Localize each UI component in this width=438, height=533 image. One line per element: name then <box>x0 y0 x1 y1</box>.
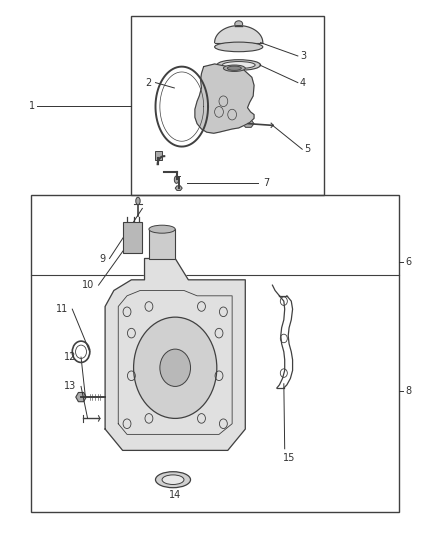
Ellipse shape <box>162 475 184 484</box>
Ellipse shape <box>223 65 245 71</box>
Text: 15: 15 <box>283 453 295 463</box>
Ellipse shape <box>136 197 140 205</box>
Ellipse shape <box>235 21 243 27</box>
Ellipse shape <box>215 42 263 52</box>
Ellipse shape <box>155 472 191 488</box>
Ellipse shape <box>217 60 261 70</box>
Polygon shape <box>105 259 245 450</box>
Bar <box>123 222 142 253</box>
Bar <box>149 229 175 259</box>
Text: 12: 12 <box>64 352 77 362</box>
Polygon shape <box>175 186 182 190</box>
Text: 13: 13 <box>64 382 77 391</box>
Text: 3: 3 <box>300 51 306 61</box>
Ellipse shape <box>222 62 255 68</box>
Text: 1: 1 <box>29 101 35 110</box>
Text: 5: 5 <box>304 144 311 154</box>
Polygon shape <box>215 26 263 43</box>
Text: 9: 9 <box>99 254 105 263</box>
Ellipse shape <box>174 176 179 183</box>
Text: 7: 7 <box>263 178 269 188</box>
Ellipse shape <box>149 225 175 233</box>
Text: 11: 11 <box>56 304 68 314</box>
Text: 14: 14 <box>169 490 181 500</box>
Circle shape <box>134 317 217 418</box>
Text: 8: 8 <box>405 386 411 396</box>
Text: 6: 6 <box>405 257 411 267</box>
Bar <box>155 151 162 160</box>
Polygon shape <box>76 392 86 402</box>
Text: 2: 2 <box>145 78 151 87</box>
Text: 10: 10 <box>82 280 94 290</box>
Bar <box>131 16 324 195</box>
Polygon shape <box>195 64 254 133</box>
Circle shape <box>160 349 191 386</box>
Ellipse shape <box>227 66 241 70</box>
Text: 4: 4 <box>300 78 306 87</box>
Polygon shape <box>243 120 254 127</box>
Bar <box>31 195 399 512</box>
